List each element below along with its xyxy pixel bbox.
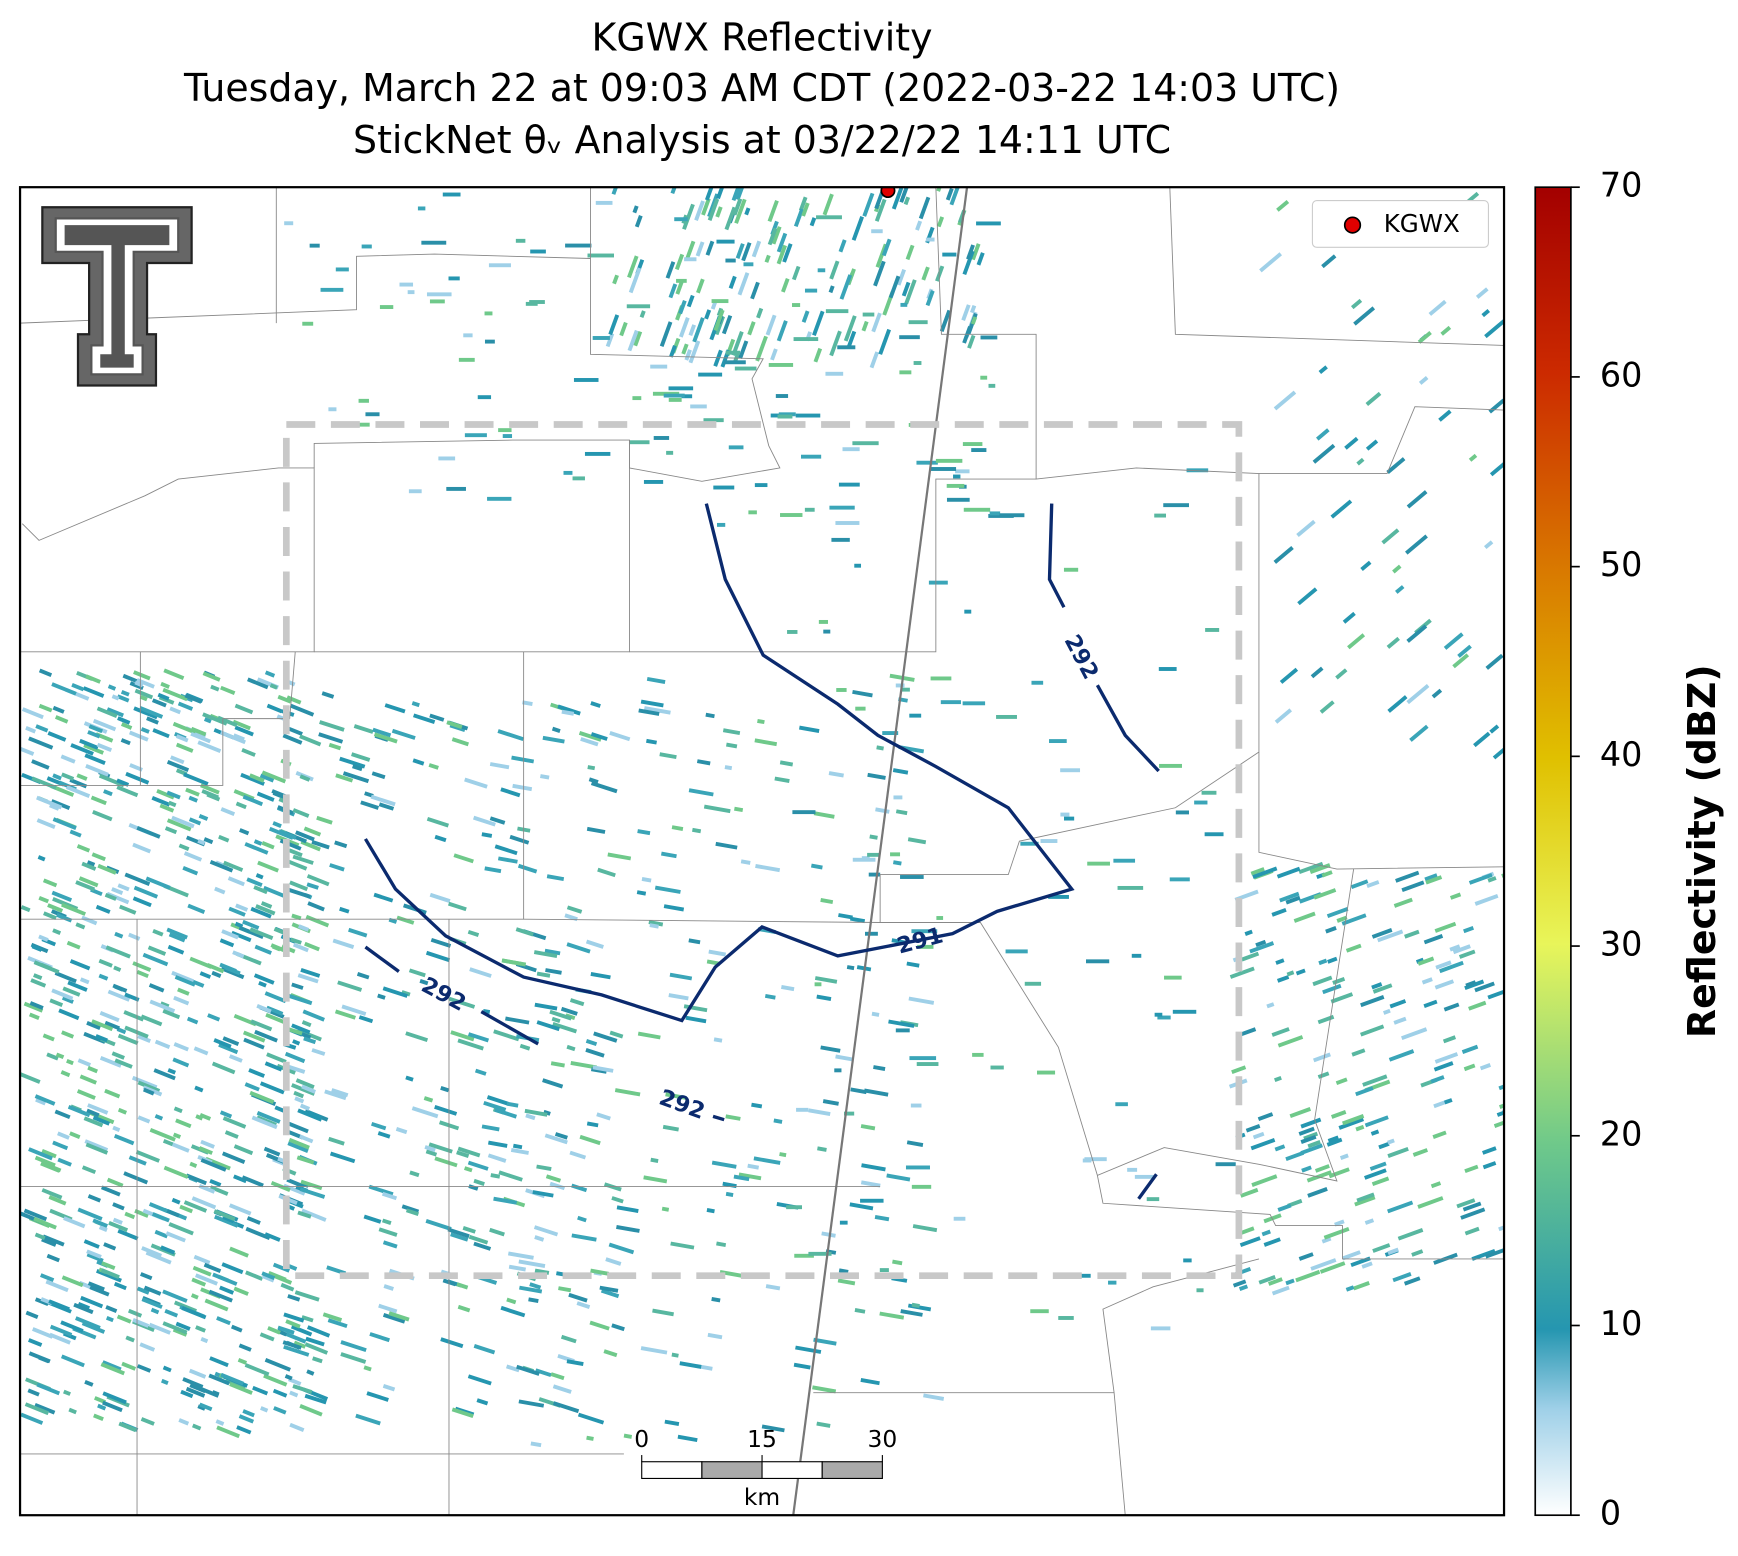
radar-echoes — [20, 187, 1505, 1448]
radar-site — [880, 187, 896, 199]
scale-tick-label: 30 — [867, 1425, 897, 1453]
colorbar-tick-label: 50 — [1600, 545, 1643, 584]
colorbar-tick-label: 10 — [1600, 1304, 1643, 1343]
colorbar-tick-label: 60 — [1600, 355, 1643, 394]
colorbar-tick-label: 0 — [1600, 1494, 1621, 1533]
scale-segment — [701, 1461, 763, 1479]
scale-segment — [641, 1461, 703, 1479]
colorbar-ticks: 0 10 20 30 40 50 60 70 — [1570, 166, 1643, 1533]
map: 291 292 292 292 — [20, 187, 1505, 1516]
map-frame — [18, 186, 1506, 1517]
county-lines — [20, 187, 1505, 1516]
contours — [363, 503, 1160, 1200]
colorbar-tick-label: 70 — [1600, 166, 1643, 205]
title: KGWX Reflectivity — [592, 16, 933, 60]
scale-segment — [761, 1461, 823, 1479]
subtitle: Tuesday, March 22 at 09:03 AM CDT (2022-… — [183, 66, 1340, 110]
legend-label: KGWX — [1384, 209, 1460, 238]
scale-tick-label: 15 — [747, 1425, 777, 1453]
scale-tick-label: 0 — [634, 1425, 649, 1453]
colorbar — [1534, 186, 1572, 1517]
colorbar-tick-label: 40 — [1600, 735, 1643, 774]
colorbar-tick-label: 30 — [1600, 925, 1643, 964]
logo — [41, 206, 193, 387]
scale-segment — [821, 1461, 883, 1479]
colorbar-label: Reflectivity (dBZ) — [1680, 664, 1724, 1038]
colorbar-tick-label: 20 — [1600, 1114, 1643, 1153]
subtitle: StickNet θᵥ Analysis at 03/22/22 14:11 U… — [353, 118, 1171, 162]
legend-marker — [1343, 216, 1362, 234]
scale-unit: km — [744, 1483, 780, 1511]
legend: KGWX — [1311, 200, 1489, 248]
scale-bar: 0 15 30 km — [634, 1425, 897, 1511]
